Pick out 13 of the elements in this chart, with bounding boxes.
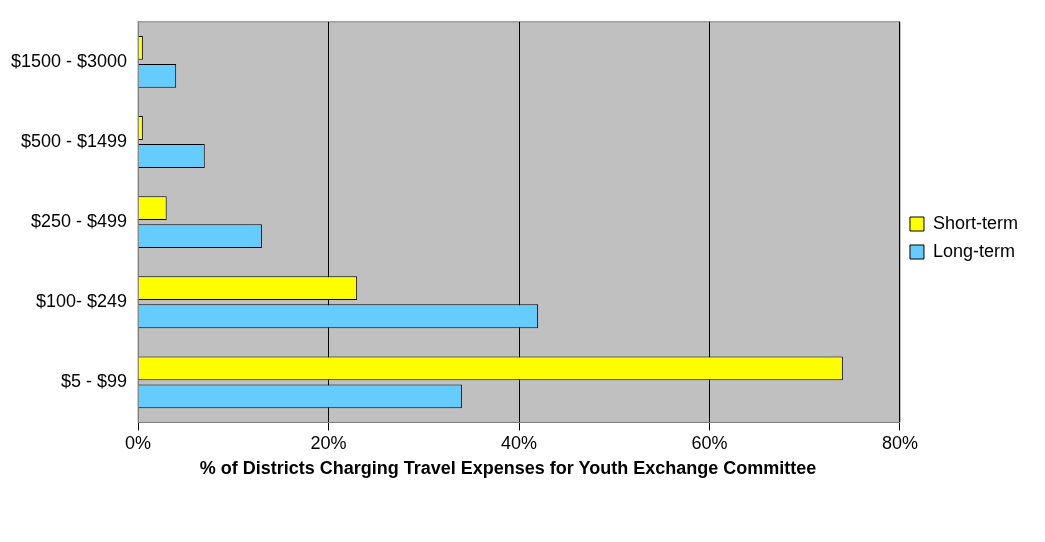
legend-label: Short-term [932,212,1019,233]
x-axis-title: % of Districts Charging Travel Expenses for Youth Exchange Committee [198,458,818,479]
y-tick-label: $250 - $499 [31,211,128,232]
y-tick-label: $1500 - $3000 [10,50,128,71]
x-tick-label: 0% [125,433,152,454]
x-tick-label: 20% [310,433,347,454]
x-tick-label: 40% [501,433,538,454]
y-tick-label: $500 - $1499 [21,130,128,151]
y-tick-label: $100- $249 [36,291,128,312]
legend-label: Long-term [932,240,1016,261]
x-tick-label: 60% [691,433,728,454]
y-tick-label: $5 - $99 [61,371,128,392]
x-tick-label: 80% [881,433,918,454]
